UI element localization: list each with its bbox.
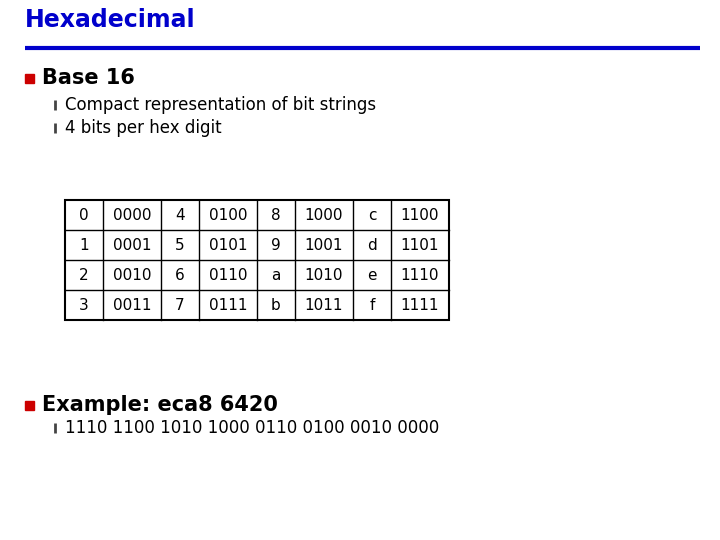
- Text: 8: 8: [271, 207, 281, 222]
- Text: Base 16: Base 16: [42, 68, 135, 88]
- Text: 1001: 1001: [305, 238, 343, 253]
- Text: 1110 1100 1010 1000 0110 0100 0010 0000: 1110 1100 1010 1000 0110 0100 0010 0000: [65, 419, 439, 437]
- Text: 0110: 0110: [209, 267, 247, 282]
- Text: 0001: 0001: [113, 238, 151, 253]
- Text: 5: 5: [175, 238, 185, 253]
- Text: e: e: [367, 267, 377, 282]
- Text: 1000: 1000: [305, 207, 343, 222]
- Text: Hexadecimal: Hexadecimal: [25, 8, 196, 32]
- Text: 0011: 0011: [113, 298, 151, 313]
- Text: a: a: [271, 267, 281, 282]
- Text: 4 bits per hex digit: 4 bits per hex digit: [65, 119, 222, 137]
- Text: d: d: [367, 238, 377, 253]
- Text: 0000: 0000: [113, 207, 151, 222]
- Text: Example: eca8 6420: Example: eca8 6420: [42, 395, 278, 415]
- Text: 6: 6: [175, 267, 185, 282]
- Text: 4: 4: [175, 207, 185, 222]
- Bar: [25, 73, 34, 83]
- Text: 0101: 0101: [209, 238, 247, 253]
- Bar: [65, 200, 449, 320]
- Text: 0010: 0010: [113, 267, 151, 282]
- Text: 1111: 1111: [401, 298, 439, 313]
- Text: f: f: [369, 298, 374, 313]
- Text: 9: 9: [271, 238, 281, 253]
- Text: Compact representation of bit strings: Compact representation of bit strings: [65, 96, 376, 114]
- Text: 7: 7: [175, 298, 185, 313]
- Text: 0100: 0100: [209, 207, 247, 222]
- Text: 2: 2: [79, 267, 89, 282]
- Text: 1110: 1110: [401, 267, 439, 282]
- Text: 3: 3: [79, 298, 89, 313]
- Text: 0111: 0111: [209, 298, 247, 313]
- Text: b: b: [271, 298, 281, 313]
- Text: 1010: 1010: [305, 267, 343, 282]
- Text: 1: 1: [79, 238, 89, 253]
- Text: 1100: 1100: [401, 207, 439, 222]
- Text: 0: 0: [79, 207, 89, 222]
- Text: 1101: 1101: [401, 238, 439, 253]
- Text: c: c: [368, 207, 377, 222]
- Bar: [25, 401, 34, 409]
- Text: 1011: 1011: [305, 298, 343, 313]
